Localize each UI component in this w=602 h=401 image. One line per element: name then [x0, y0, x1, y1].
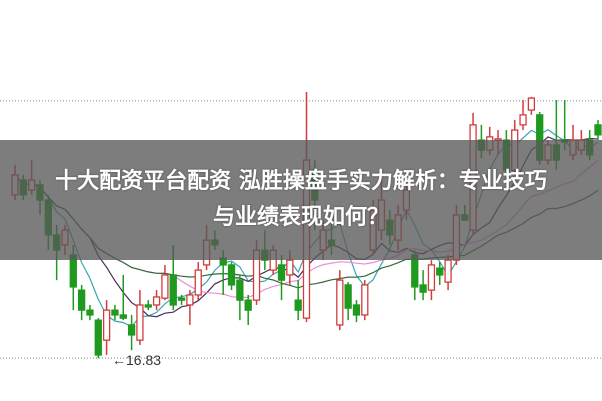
candle-down: [169, 274, 177, 306]
candle-up: [152, 296, 161, 306]
candle-down: [86, 309, 94, 316]
candle-down: [127, 324, 136, 336]
candle-down: [419, 284, 427, 293]
candle-down: [277, 264, 286, 281]
candle-up: [361, 284, 369, 316]
candle-down: [294, 299, 302, 311]
low-price-annotation: ←16.83: [112, 352, 162, 368]
title-banner: 十大配资平台配资 泓胜操盘手实力解析：专业技巧 与业绩表现如何？: [0, 140, 602, 260]
candle-down: [119, 314, 127, 319]
candle-down: [144, 304, 152, 308]
candle-up: [336, 279, 344, 326]
candle-up: [286, 259, 294, 276]
candle-up: [102, 309, 111, 341]
candle-up: [427, 264, 436, 291]
candle-down: [352, 304, 361, 316]
candle-up: [519, 114, 527, 126]
candle-up: [444, 259, 452, 283]
candle-down: [594, 124, 602, 136]
candle-up: [186, 294, 194, 306]
candle-down: [227, 264, 236, 286]
candle-up: [136, 304, 144, 341]
candle-down: [344, 284, 352, 309]
candle-down: [94, 319, 102, 356]
candle-down: [236, 279, 244, 301]
candle-down: [436, 267, 444, 276]
title-line-1: 十大配资平台配资 泓胜操盘手实力解析：专业技巧: [55, 169, 547, 194]
candle-up: [527, 97, 536, 111]
candle-down: [244, 299, 252, 311]
candle-down: [77, 289, 86, 311]
candle-down: [177, 297, 186, 301]
candle-down: [111, 309, 119, 316]
candle-up: [194, 269, 202, 296]
title-line-2: 与业绩表现如何？: [212, 205, 389, 230]
candle-up: [161, 274, 169, 299]
